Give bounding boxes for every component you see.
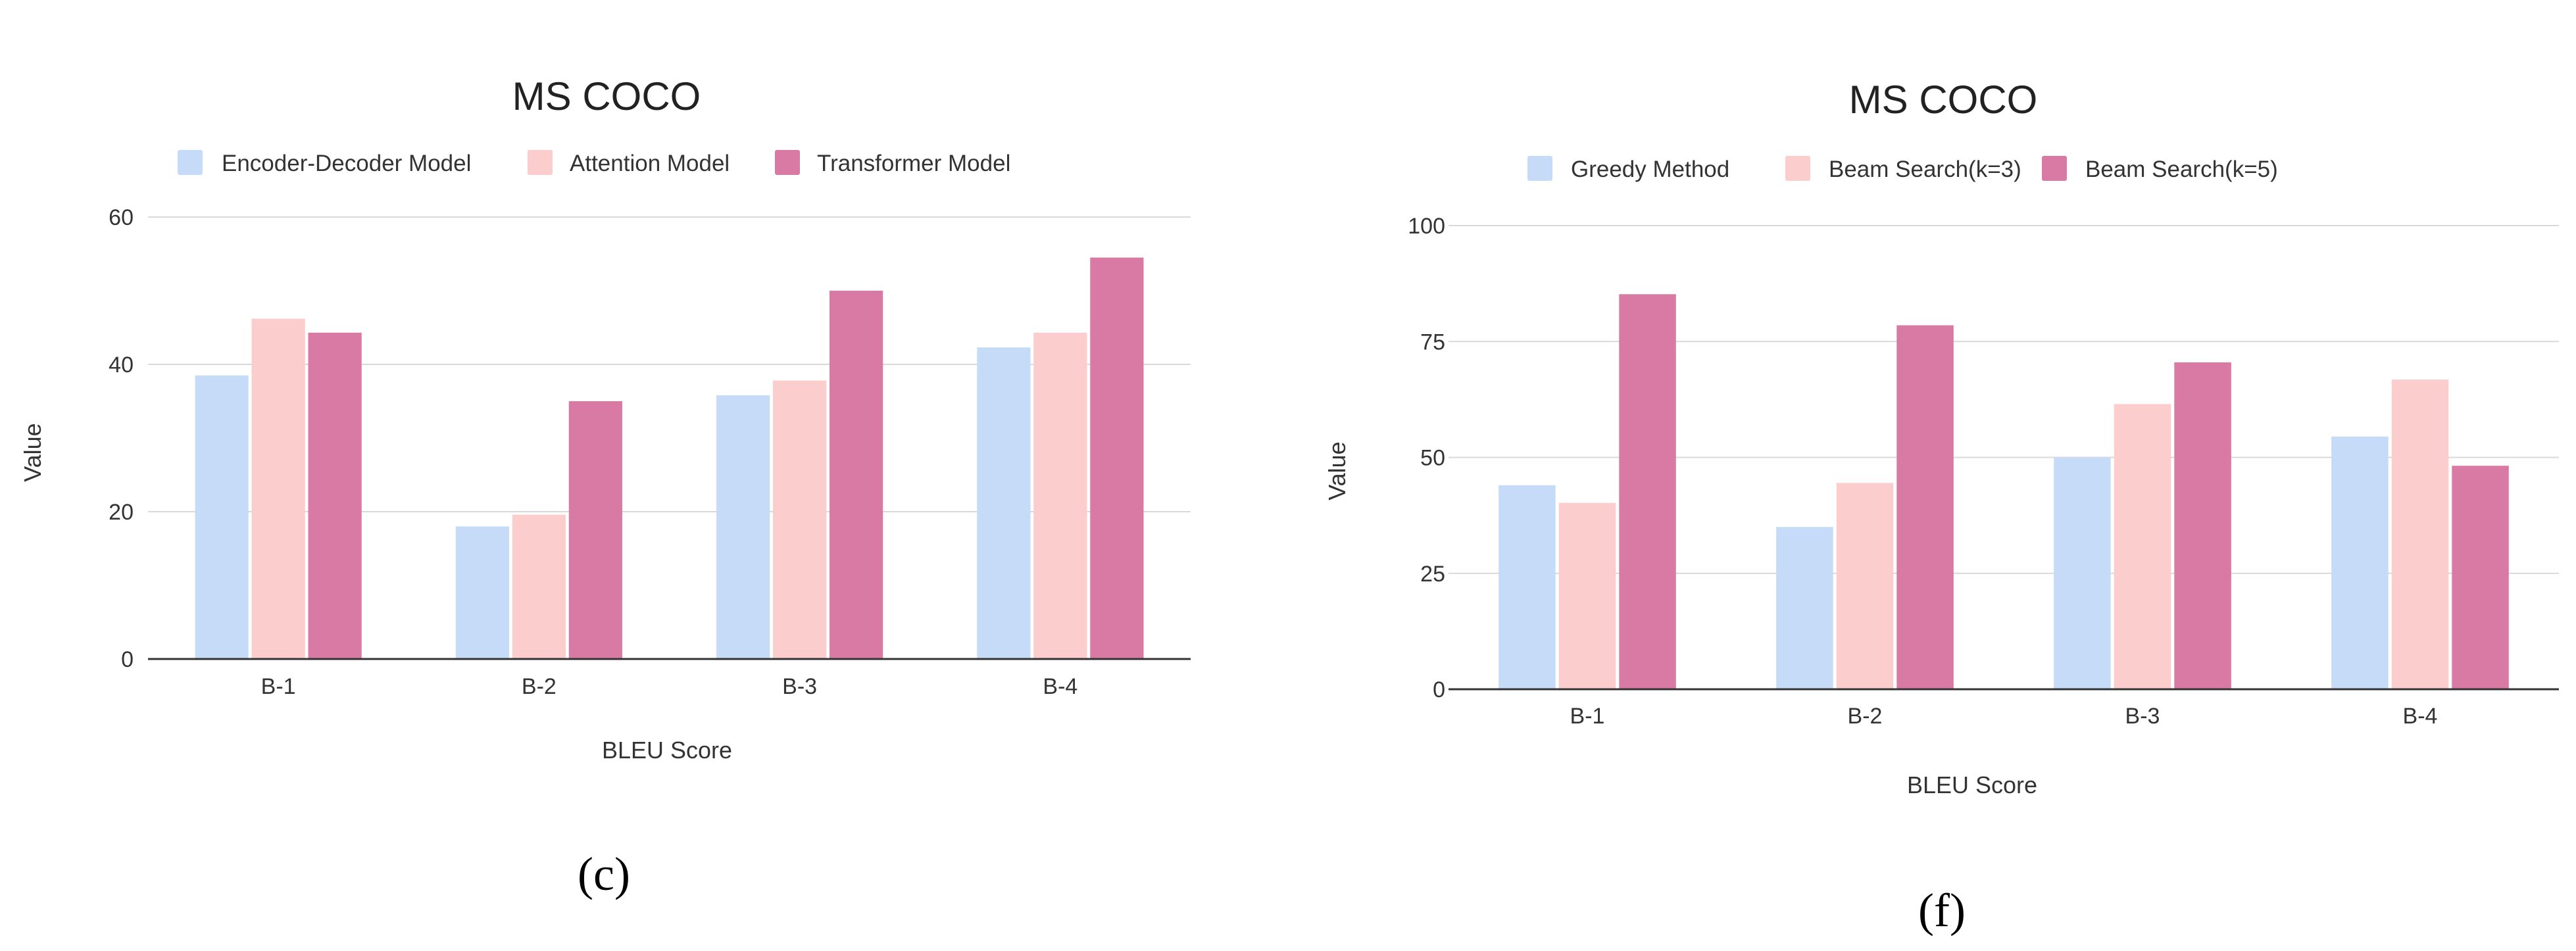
bar [1558, 502, 1616, 689]
bar [568, 401, 622, 659]
bar [308, 332, 362, 659]
legend-label: Beam Search(k=5) [2085, 157, 2278, 182]
y-tick-label: 75 [1420, 329, 1445, 354]
bar [2391, 379, 2449, 689]
x-tick-label: B-1 [261, 674, 296, 699]
legend-swatch [528, 150, 553, 175]
x-tick-label: B-2 [1848, 704, 1883, 729]
legend-swatch [178, 150, 203, 175]
chart-panel-f: MS COCO Greedy Method Beam Search(k=3) Beam… [1324, 78, 2559, 937]
y-tick-label: 100 [1408, 214, 1445, 239]
legend-swatch [775, 150, 800, 175]
bar [195, 375, 249, 659]
bar [2331, 436, 2389, 689]
bar [1776, 527, 1833, 689]
bar [716, 395, 770, 659]
x-tick-label: B-2 [522, 674, 557, 699]
bar [512, 514, 566, 659]
x-tick-label: B-4 [2403, 704, 2438, 729]
x-axis-title: BLEU Score [602, 737, 732, 764]
bar [1896, 325, 1954, 689]
legend-label: Greedy Method [1571, 157, 1729, 182]
chart-panel-c: MS COCO Encoder-Decoder Model Attention Mo… [19, 74, 1191, 900]
bar [1499, 485, 1556, 689]
bar [2054, 457, 2111, 689]
chart-title: MS COCO [1849, 78, 2038, 122]
legend-label: Encoder-Decoder Model [222, 151, 471, 176]
bar [2114, 404, 2171, 689]
bar [773, 380, 827, 659]
y-tick-label: 20 [109, 500, 134, 525]
legend-label: Transformer Model [817, 151, 1010, 176]
y-tick-label: 40 [109, 353, 134, 378]
legend-swatch [2042, 156, 2067, 181]
bar [251, 318, 305, 659]
bar [977, 347, 1031, 659]
y-tick-label: 0 [1433, 677, 1445, 702]
bar [1619, 294, 1676, 690]
bar [1836, 483, 1894, 689]
legend-swatch [1785, 156, 1810, 181]
chart-title: MS COCO [512, 74, 701, 118]
x-axis-title: BLEU Score [1907, 771, 2037, 798]
legend-swatch [1527, 156, 1552, 181]
y-axis-title: Value [19, 423, 46, 481]
bar [1090, 257, 1144, 660]
y-tick-label: 60 [109, 205, 134, 230]
bar [2174, 362, 2231, 689]
x-tick-label: B-4 [1043, 674, 1077, 699]
bar [2452, 466, 2509, 689]
bar [455, 526, 510, 659]
y-axis-title: Value [1324, 441, 1350, 500]
panel-caption: (c) [578, 848, 630, 900]
panel-caption: (f) [1918, 884, 1966, 937]
x-tick-label: B-1 [1570, 704, 1605, 729]
bar [1033, 332, 1087, 659]
y-tick-label: 25 [1420, 562, 1445, 587]
x-tick-label: B-3 [782, 674, 817, 699]
y-tick-label: 0 [121, 647, 134, 672]
x-tick-label: B-3 [2125, 704, 2160, 729]
y-tick-label: 50 [1420, 446, 1445, 471]
legend-label: Beam Search(k=3) [1829, 157, 2021, 182]
bar [829, 291, 883, 659]
legend-label: Attention Model [570, 151, 730, 176]
